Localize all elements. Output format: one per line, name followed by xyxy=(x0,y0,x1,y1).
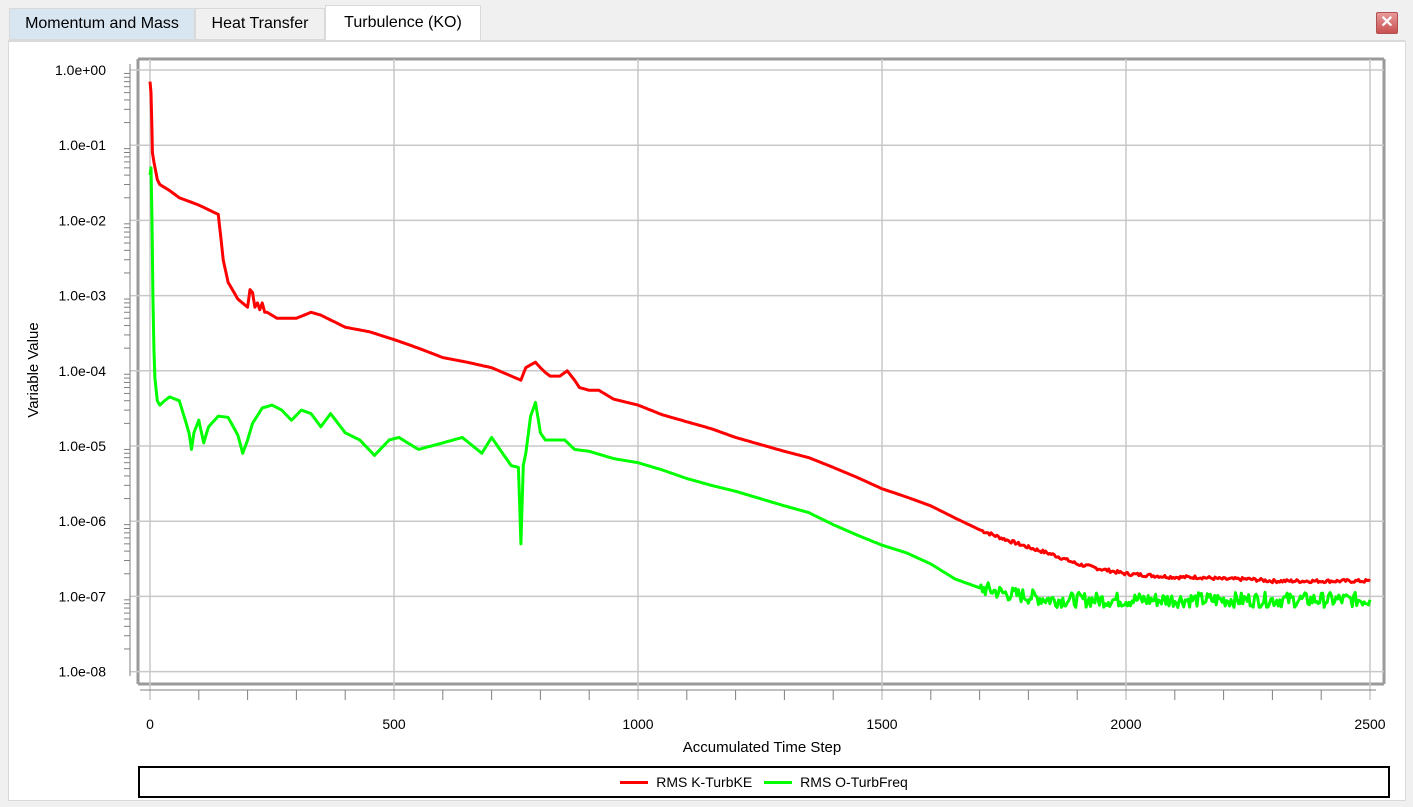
y-tick-label: 1.0e-05 xyxy=(59,438,107,454)
chart-panel xyxy=(8,41,1406,801)
y-tick-label: 1.0e-07 xyxy=(59,588,107,604)
close-icon: ✕ xyxy=(1380,14,1394,31)
legend-label-k-turbke: RMS K-TurbKE xyxy=(656,774,753,790)
y-tick-label: 1.0e-08 xyxy=(59,664,107,680)
y-tick-label: 1.0e-04 xyxy=(59,363,107,379)
x-tick-label: 1500 xyxy=(866,716,897,732)
series-line-k-turbke xyxy=(148,81,1371,585)
y-tick-label: 1.0e-03 xyxy=(59,288,107,304)
chart-legend: RMS K-TurbKE RMS O-TurbFreq xyxy=(138,766,1390,798)
tab-momentum-and-mass[interactable]: Momentum and Mass xyxy=(9,8,195,40)
y-axis-title: Variable Value xyxy=(25,322,42,417)
y-axis-ticks: 1.0e+00 1.0e-01 1.0e-02 1.0e-03 1.0e-04 1.0e-… xyxy=(55,62,131,680)
grid-lines xyxy=(130,59,1384,700)
tab-turbulence-ko[interactable]: Turbulence (KO) xyxy=(325,5,481,41)
series-line-o-turbfreq xyxy=(148,166,1372,609)
legend-label-o-turbfreq: RMS O-TurbFreq xyxy=(800,774,908,790)
x-tick-label: 500 xyxy=(382,716,406,732)
legend-swatch-green xyxy=(764,780,793,784)
tab-bar: Momentum and Mass Heat Transfer Turbulen… xyxy=(0,0,1413,41)
y-tick-label: 1.0e+00 xyxy=(55,62,106,78)
x-tick-label: 0 xyxy=(146,716,154,732)
y-tick-label: 1.0e-06 xyxy=(59,513,107,529)
x-axis-title: Accumulated Time Step xyxy=(683,739,841,756)
x-tick-label: 2500 xyxy=(1354,716,1385,732)
legend-item-k-turbke: RMS K-TurbKE xyxy=(620,774,752,790)
x-tick-label: 1000 xyxy=(622,716,653,732)
close-button[interactable]: ✕ xyxy=(1376,12,1398,34)
y-tick-label: 1.0e-01 xyxy=(59,137,107,153)
y-tick-label: 1.0e-02 xyxy=(59,212,107,228)
x-axis-ticks: 0 500 1000 1500 2000 2500 xyxy=(140,689,1386,732)
series-lines xyxy=(148,81,1372,609)
legend-swatch-red xyxy=(620,780,649,784)
legend-item-o-turbfreq: RMS O-TurbFreq xyxy=(764,774,908,790)
tab-divider xyxy=(8,40,1405,41)
tab-heat-transfer[interactable]: Heat Transfer xyxy=(195,8,325,40)
x-tick-label: 2000 xyxy=(1110,716,1141,732)
